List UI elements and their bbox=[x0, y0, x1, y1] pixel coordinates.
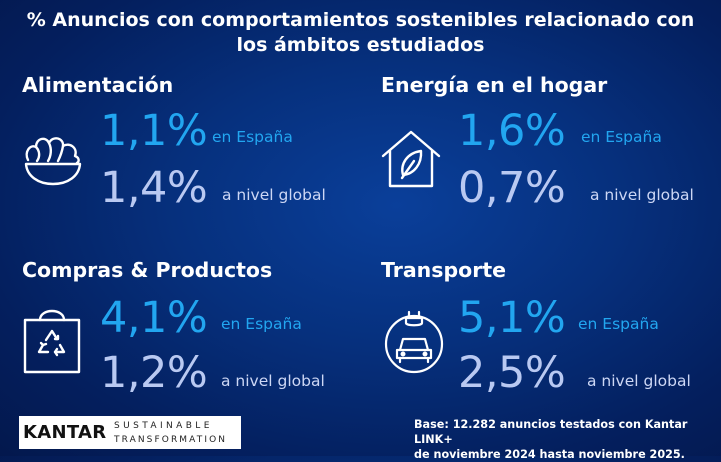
kantar-logo-brand: KANTAR bbox=[23, 422, 107, 443]
alimentacion-spain-label: en España bbox=[212, 128, 293, 146]
alimentacion-global-label: a nivel global bbox=[222, 186, 326, 204]
page-title-line-2: los ámbitos estudiados bbox=[236, 34, 485, 56]
electric-car-icon bbox=[384, 310, 444, 374]
kantar-logo-line-1: SUSTAINABLE bbox=[114, 421, 213, 431]
energia-spain-value: 1,6% bbox=[458, 106, 566, 156]
energia-global-label: a nivel global bbox=[590, 186, 694, 204]
kantar-logo: KANTAR SUSTAINABLE TRANSFORMATION bbox=[19, 416, 241, 449]
base-footnote: Base: 12.282 anuncios testados con Kanta… bbox=[414, 417, 714, 462]
base-footnote-line-2: de noviembre 2024 hasta noviembre 2025. bbox=[414, 448, 685, 461]
salad-bowl-icon bbox=[24, 137, 82, 186]
category-title-alimentacion: Alimentación bbox=[22, 73, 174, 97]
category-title-compras: Compras & Productos bbox=[22, 258, 273, 282]
alimentacion-spain-value: 1,1% bbox=[100, 106, 208, 156]
transporte-global-value: 2,5% bbox=[458, 348, 566, 398]
compras-spain-value: 4,1% bbox=[100, 293, 208, 343]
energia-spain-label: en España bbox=[581, 128, 662, 146]
energia-global-value: 0,7% bbox=[458, 163, 566, 213]
transporte-spain-label: en España bbox=[578, 315, 659, 333]
compras-spain-label: en España bbox=[221, 315, 302, 333]
transporte-global-label: a nivel global bbox=[587, 372, 691, 390]
category-title-transporte: Transporte bbox=[381, 258, 507, 282]
transporte-spain-value: 5,1% bbox=[458, 293, 566, 343]
compras-global-label: a nivel global bbox=[221, 372, 325, 390]
house-leaf-icon bbox=[381, 130, 441, 188]
base-footnote-line-1: Base: 12.282 anuncios testados con Kanta… bbox=[414, 418, 688, 446]
alimentacion-global-value: 1,4% bbox=[100, 163, 208, 213]
page-title: % Anuncios con comportamientos sostenibl… bbox=[0, 8, 721, 58]
category-title-energia: Energía en el hogar bbox=[381, 73, 608, 97]
kantar-logo-line-2: TRANSFORMATION bbox=[114, 435, 228, 445]
compras-global-value: 1,2% bbox=[100, 348, 208, 398]
page-title-line-1: % Anuncios con comportamientos sostenibl… bbox=[26, 9, 695, 31]
recycling-bag-icon bbox=[23, 309, 81, 374]
